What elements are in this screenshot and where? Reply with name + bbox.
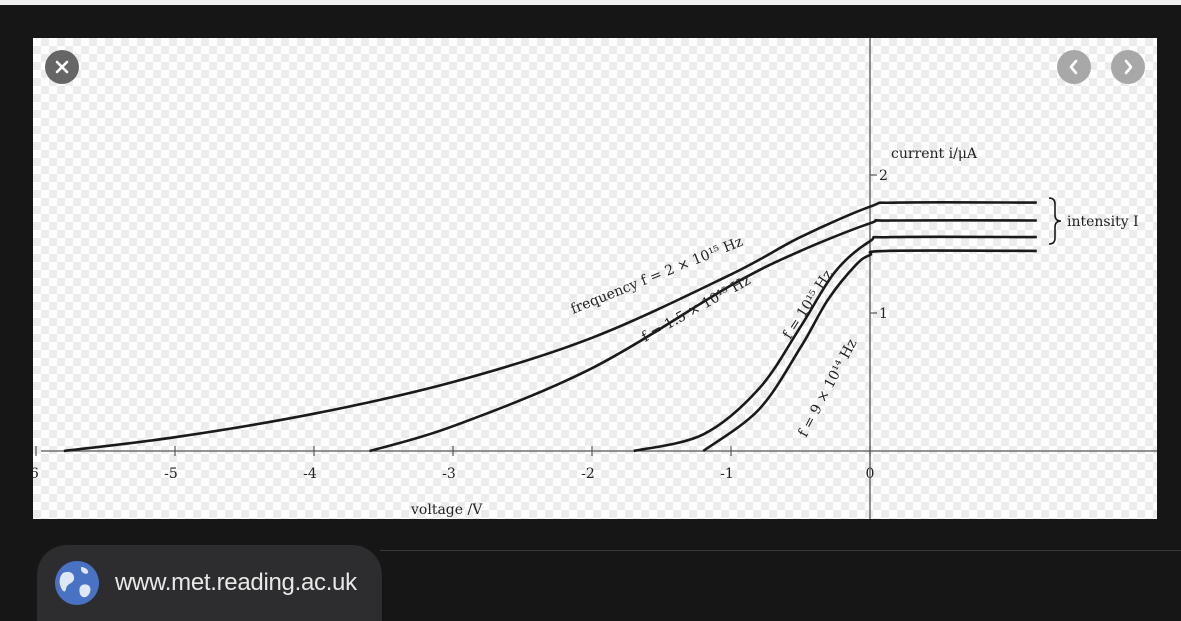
x-tick-label: -6 [33,466,39,482]
y-tick-label: 2 [879,168,888,184]
divider [380,550,1181,551]
series-line-3 [633,235,1037,453]
x-tick-label: -1 [720,466,734,482]
x-tick-label: -4 [303,466,317,482]
close-icon [55,60,69,74]
top-edge [0,0,1181,5]
x-tick-label: -5 [164,466,178,482]
chevron-right-icon [1124,59,1133,75]
x-tick-label: -2 [581,466,595,482]
image-source-link[interactable]: www.met.reading.ac.uk [37,545,382,621]
close-button[interactable] [45,50,79,84]
intensity-label: intensity I [1067,214,1139,230]
next-image-button[interactable] [1111,50,1145,84]
series-line-2 [369,218,1037,453]
x-axis-label: voltage /V [410,502,483,518]
y-axis-label: current i/μA [891,146,978,162]
globe-icon [55,561,99,605]
x-tick-label: 0 [866,466,875,482]
chevron-left-icon [1069,59,1078,75]
intensity-bracket [1048,197,1062,245]
series-line-4 [702,249,1037,453]
y-tick-label: 1 [879,306,888,322]
source-url: www.met.reading.ac.uk [115,569,357,596]
previous-image-button[interactable] [1057,50,1091,84]
series-line-1 [63,200,1037,453]
x-tick-label: -3 [442,466,456,482]
series-label-4: f = 9 × 10¹⁴ Hz [795,337,860,440]
series-label-3: f = 10¹⁵ Hz [780,267,836,342]
